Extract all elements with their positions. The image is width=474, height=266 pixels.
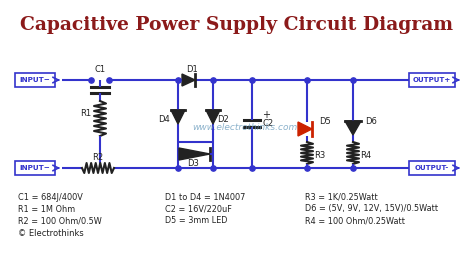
Text: OUTPUT-: OUTPUT- [415, 165, 449, 171]
Text: R2: R2 [92, 152, 103, 161]
Text: C2 = 16V/220uF: C2 = 16V/220uF [165, 205, 232, 214]
Text: OUTPUT+: OUTPUT+ [413, 77, 451, 83]
Text: C1 = 684J/400V: C1 = 684J/400V [18, 193, 83, 202]
Text: INPUT~: INPUT~ [19, 77, 50, 83]
Text: D5 = 3mm LED: D5 = 3mm LED [165, 216, 228, 225]
Text: D5: D5 [319, 117, 331, 126]
FancyBboxPatch shape [15, 73, 55, 87]
Text: D1: D1 [186, 65, 198, 74]
Text: R3: R3 [314, 152, 326, 160]
Text: C1: C1 [94, 65, 106, 74]
Text: www.electrothinks.com: www.electrothinks.com [192, 123, 298, 131]
Polygon shape [179, 148, 210, 160]
Text: D2: D2 [217, 115, 229, 124]
Polygon shape [206, 110, 220, 124]
Polygon shape [345, 121, 361, 135]
Polygon shape [171, 110, 185, 124]
Text: R1 = 1M Ohm: R1 = 1M Ohm [18, 205, 75, 214]
Text: D6 = (5V, 9V, 12V, 15V)/0.5Watt: D6 = (5V, 9V, 12V, 15V)/0.5Watt [305, 205, 438, 214]
Text: © Electrothinks: © Electrothinks [18, 230, 84, 239]
Text: R1: R1 [81, 109, 91, 118]
Text: C2: C2 [263, 119, 273, 128]
Text: Capacitive Power Supply Circuit Diagram: Capacitive Power Supply Circuit Diagram [20, 16, 454, 34]
FancyBboxPatch shape [409, 73, 455, 87]
Text: D3: D3 [187, 160, 199, 168]
Text: +: + [262, 110, 270, 120]
Text: INPUT~: INPUT~ [19, 165, 50, 171]
Text: R2 = 100 Ohm/0.5W: R2 = 100 Ohm/0.5W [18, 216, 102, 225]
Text: D1 to D4 = 1N4007: D1 to D4 = 1N4007 [165, 193, 245, 202]
Text: R4 = 100 Ohm/0.25Watt: R4 = 100 Ohm/0.25Watt [305, 216, 405, 225]
Text: D4: D4 [158, 115, 170, 124]
Text: R3 = 1K/0.25Watt: R3 = 1K/0.25Watt [305, 193, 378, 202]
Text: R4: R4 [360, 152, 372, 160]
Polygon shape [182, 74, 195, 86]
Text: D6: D6 [365, 117, 377, 126]
Polygon shape [298, 122, 312, 136]
FancyBboxPatch shape [409, 161, 455, 175]
FancyBboxPatch shape [15, 161, 55, 175]
